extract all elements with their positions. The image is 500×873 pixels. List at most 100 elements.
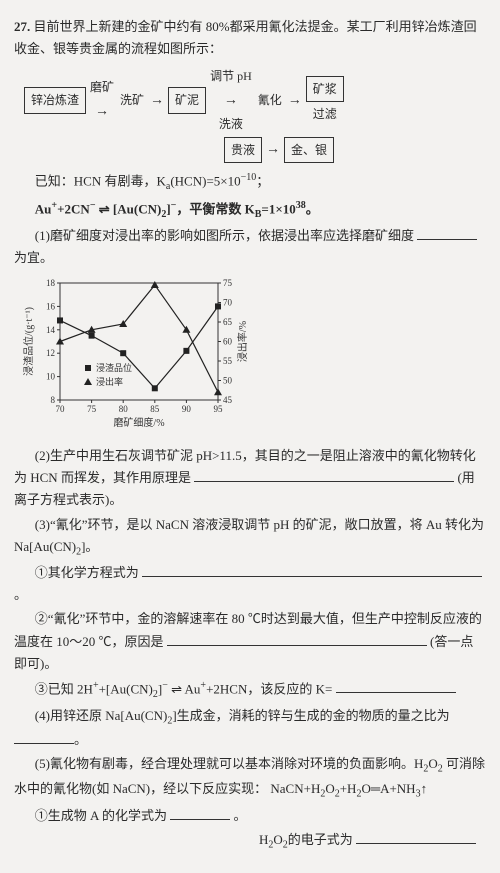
flow-label: 洗矿 xyxy=(118,90,146,110)
answer-blank[interactable] xyxy=(167,632,427,646)
answer-blank[interactable] xyxy=(14,730,74,744)
text: +2CN xyxy=(57,201,90,216)
answer-blank[interactable] xyxy=(170,806,230,820)
text: H xyxy=(259,832,268,847)
svg-text:65: 65 xyxy=(223,317,233,327)
text: ； xyxy=(256,173,269,188)
answer-blank[interactable] xyxy=(356,830,476,844)
flow-label: 洗液 xyxy=(217,114,245,134)
text: O xyxy=(273,832,282,847)
arrow-icon: → xyxy=(286,89,304,113)
text: 。 xyxy=(74,732,87,747)
svg-text:10: 10 xyxy=(46,372,56,382)
text: K xyxy=(316,681,325,696)
question-number: 27. xyxy=(14,19,30,34)
text: (1)磨矿细度对浸出率的影响如图所示，依据浸出率应选择磨矿细度 xyxy=(35,228,414,243)
part-3-1: ①其化学方程式为 。 xyxy=(14,562,486,606)
svg-text:55: 55 xyxy=(223,356,233,366)
text: K xyxy=(245,201,255,216)
chart-svg: 7075808590958101214161845505560657075浸渣品… xyxy=(22,275,252,430)
process-flow-row2: 贵液 → 金、银 xyxy=(224,137,486,163)
svg-text:8: 8 xyxy=(51,395,56,405)
svg-text:18: 18 xyxy=(46,278,56,288)
text: 为宜。 xyxy=(14,250,53,265)
text: O xyxy=(361,781,370,796)
text: A+NH xyxy=(380,781,416,796)
answer-blank[interactable] xyxy=(194,468,454,482)
flow-label: 磨矿 xyxy=(88,77,116,97)
text: [Au(CN) xyxy=(113,201,161,216)
text: ]。 xyxy=(81,539,98,554)
svg-text:50: 50 xyxy=(223,376,233,386)
svg-text:75: 75 xyxy=(223,278,233,288)
text: NaCN+H xyxy=(270,781,320,796)
svg-text:12: 12 xyxy=(46,348,55,358)
text: Au xyxy=(35,201,52,216)
part-5-intro: (5)氰化物有剧毒，经合理处理就可以基本消除对环境的负面影响。H2O2 可消除水… xyxy=(14,753,486,802)
text: ⇌ xyxy=(99,201,110,216)
text: 。 xyxy=(14,587,27,602)
svg-text:70: 70 xyxy=(223,298,233,308)
flow-label: 氰化 xyxy=(256,90,284,110)
flow-label: 过滤 xyxy=(311,104,339,124)
text: 已知：HCN 有剧毒， xyxy=(35,173,157,188)
text: +H xyxy=(340,781,357,796)
svg-text:80: 80 xyxy=(119,404,129,414)
chart-figure: 7075808590958101214161845505560657075浸渣品… xyxy=(22,275,486,437)
text: ，平衡常数 xyxy=(176,201,244,216)
svg-text:浸出率: 浸出率 xyxy=(96,376,123,387)
answer-blank[interactable] xyxy=(336,679,456,693)
superscript: −10 xyxy=(241,172,257,183)
superscript: 38 xyxy=(296,200,306,211)
arrow-icon: → xyxy=(93,100,111,124)
text: O xyxy=(325,781,334,796)
flow-node: 金、银 xyxy=(284,137,334,163)
text: (HCN)=5×10 xyxy=(170,173,240,188)
text: ①其化学方程式为 xyxy=(35,565,139,580)
part-2: (2)生产中用生石灰调节矿泥 pH>11.5，其目的之一是阻止溶液中的氰化物转化… xyxy=(14,445,486,511)
text: ⇌ xyxy=(168,681,185,696)
flow-node: 矿泥 xyxy=(168,87,206,113)
svg-text:浸出率/%: 浸出率/% xyxy=(236,321,249,362)
text: (4)用锌还原 Na[Au(CN) xyxy=(35,708,168,723)
text: 的电子式为 xyxy=(288,832,353,847)
answer-blank[interactable] xyxy=(142,563,482,577)
part-4: (4)用锌还原 Na[Au(CN)2]生成金，消耗的锌与生成的金的物质的量之比为… xyxy=(14,705,486,752)
superscript: − xyxy=(90,200,96,211)
text: K xyxy=(157,173,166,188)
text: O xyxy=(428,756,437,771)
text: = xyxy=(325,681,332,696)
flow-label: 调节 pH xyxy=(208,66,254,86)
part-3-3: ③已知 2H++[Au(CN)2]− ⇌ Au++2HCN，该反应的 K= xyxy=(14,677,486,703)
flow-node: 锌冶炼渣 xyxy=(24,87,86,113)
svg-text:45: 45 xyxy=(223,395,233,405)
text: (5)氰化物有剧毒，经合理处理就可以基本消除对环境的负面影响。H xyxy=(35,756,424,771)
text: =1×10 xyxy=(261,201,295,216)
flow-node: 贵液 xyxy=(224,137,262,163)
part-3-2: ②“氰化”环节中，金的溶解速率在 80 ℃时达到最大值，但生产中控制反应液的温度… xyxy=(14,608,486,674)
text: ③已知 2H xyxy=(35,681,93,696)
svg-text:浸渣品位/(g·t⁻¹): 浸渣品位/(g·t⁻¹) xyxy=(22,307,35,376)
text: ═ xyxy=(371,781,380,796)
part-3-intro: (3)“氰化”环节，是以 NaCN 溶液浸取调节 pH 的矿泥，敞口放置，将 A… xyxy=(14,514,486,561)
text: +[Au(CN) xyxy=(99,681,153,696)
process-flow: 锌冶炼渣 磨矿 → 洗矿 → 矿泥 调节 pH → 洗液 氰化 → 矿浆 过滤 xyxy=(24,66,486,135)
svg-text:磨矿细度/%: 磨矿细度/% xyxy=(113,416,164,429)
text: +2HCN，该反应的 xyxy=(206,681,316,696)
known-line-1: 已知：HCN 有剧毒，Ka(HCN)=5×10−10； xyxy=(14,169,486,195)
part-1: (1)磨矿细度对浸出率的影响如图所示，依据浸出率应选择磨矿细度 为宜。 xyxy=(14,225,486,269)
arrow-icon: → xyxy=(148,89,166,113)
part-5-1: ①生成物 A 的化学式为 。 xyxy=(14,805,486,827)
svg-text:90: 90 xyxy=(182,404,192,414)
flow-node: 矿浆 xyxy=(306,76,344,102)
svg-text:85: 85 xyxy=(150,404,160,414)
svg-text:浸渣品位: 浸渣品位 xyxy=(96,362,132,373)
text: ]生成金，消耗的锌与生成的金的物质的量之比为 xyxy=(172,708,449,723)
svg-text:14: 14 xyxy=(46,325,56,335)
question-intro: 27. 目前世界上新建的金矿中约有 80%都采用氰化法提金。某工厂利用锌冶炼渣回… xyxy=(14,16,486,60)
part-5-2: H2O2的电子式为 xyxy=(14,829,486,854)
arrow-icon: → xyxy=(222,89,240,113)
svg-text:75: 75 xyxy=(87,404,97,414)
known-line-2: Au++2CN− ⇌ [Au(CN)2]−，平衡常数 KB=1×1038。 xyxy=(14,197,486,223)
answer-blank[interactable] xyxy=(417,226,477,240)
